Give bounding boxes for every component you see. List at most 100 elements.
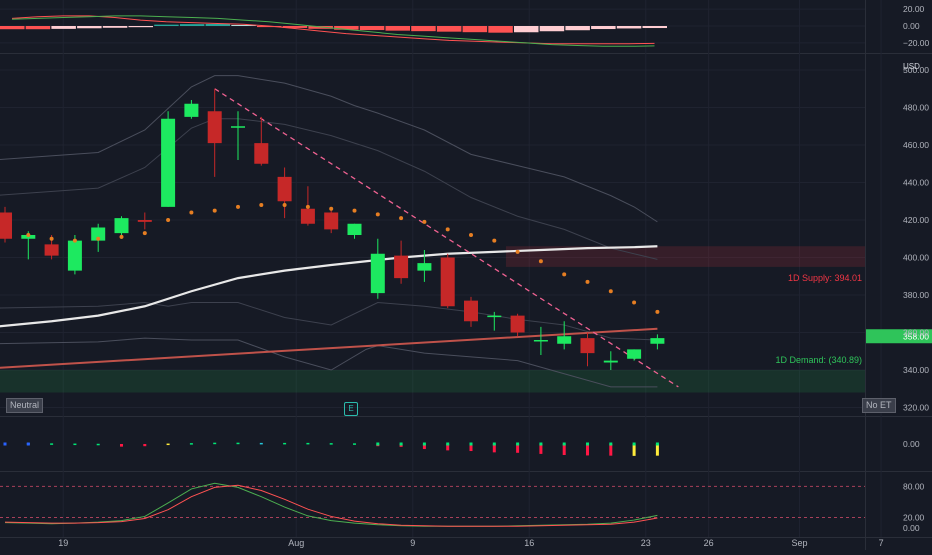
trailing-stop-dot: [96, 236, 101, 241]
trailing-stop-dot: [282, 203, 287, 207]
squeeze-tick-label: 0.00: [903, 439, 920, 449]
candle-body: [487, 315, 502, 318]
band-mid-upper-line: [0, 118, 658, 260]
band-lower-line: [0, 337, 658, 388]
squeeze-bar: [586, 444, 589, 456]
candle-body: [627, 349, 642, 359]
momentum-bar: [514, 26, 539, 33]
supply-zone-label: 1D Supply: 394.01: [788, 273, 862, 283]
stochastic-tick-label: 0.00: [903, 523, 920, 533]
candle-body: [300, 208, 315, 224]
squeeze-dot: [3, 442, 7, 446]
currency-label: USD: [903, 62, 920, 71]
squeeze-bar: [283, 442, 287, 445]
band-upper-line: [0, 75, 658, 223]
momentum-signal-line: [11, 15, 655, 45]
squeeze-bar: [562, 444, 566, 455]
trailing-stop-dot: [399, 216, 404, 221]
candle-body: [44, 244, 59, 256]
squeeze-bar: [516, 444, 520, 453]
candle-body: [603, 360, 618, 363]
momentum-bar: [282, 26, 308, 28]
candle-body: [324, 212, 339, 230]
squeeze-dot: [562, 442, 566, 446]
stochastic-tick-label: 80.00: [903, 481, 925, 491]
momentum-macd-line: [11, 15, 655, 47]
squeeze-bar: [236, 442, 240, 445]
trailing-stop-dot: [212, 208, 217, 213]
squeeze-dot: [609, 442, 613, 446]
squeeze-bar: [655, 444, 659, 456]
momentum-bar: [128, 26, 153, 28]
squeeze-bar: [73, 443, 77, 446]
momentum-bar: [25, 26, 51, 30]
trailing-stop-dot: [259, 203, 264, 207]
momentum-bar: [591, 26, 616, 30]
no-et-badge[interactable]: No ET: [862, 398, 896, 413]
momentum-bar: [231, 24, 256, 26]
squeeze-bar: [422, 444, 426, 450]
time-tick-label: 9: [410, 538, 415, 548]
squeeze-bar: [632, 444, 636, 456]
time-tick-label: 7: [879, 538, 884, 548]
trailing-stop-dot: [49, 236, 54, 241]
candle-body: [254, 143, 269, 164]
momentum-bar: [565, 26, 590, 31]
trailing-stop-dot: [26, 233, 31, 237]
trailing-stop-dot: [469, 233, 473, 237]
squeeze-bar: [329, 443, 333, 445]
trailing-stop-dot: [515, 249, 520, 254]
momentum-bar: [539, 26, 565, 32]
last-price-tag: [866, 329, 932, 344]
candle-body: [580, 338, 595, 354]
trailing-stop-dot: [632, 300, 637, 305]
squeeze-bar: [539, 444, 543, 454]
candle-body: [114, 218, 129, 234]
time-tick-label: 23: [641, 538, 651, 548]
trailing-stop-dot: [538, 259, 543, 264]
momentum-tick-label: −20.00: [903, 38, 930, 48]
price-pane: 1D Supply: 394.01 1D Demand: (340.89) 358.…: [0, 69, 932, 408]
candle-body: [464, 300, 478, 322]
stochastic-line: [4, 484, 658, 527]
neutral-badge[interactable]: Neutral: [6, 398, 44, 413]
time-tick-label: Aug: [288, 538, 304, 548]
trailing-stop-dot: [585, 279, 590, 284]
candle-body: [440, 257, 455, 307]
trendline-resistance: [214, 88, 679, 388]
trailing-stop-dot: [562, 272, 567, 277]
trailing-stop-dot: [166, 218, 171, 222]
momentum-tick-label: 0.00: [903, 21, 920, 31]
trailing-stop-dot: [492, 238, 497, 243]
candle-body: [533, 340, 548, 342]
squeeze-bar: [143, 444, 147, 447]
price-tick-label: 500.00: [903, 65, 929, 75]
candle-body: [277, 176, 292, 202]
squeeze-dot: [376, 442, 380, 446]
trailing-stop-dot: [189, 210, 194, 215]
trailing-stop-dot: [329, 206, 334, 211]
squeeze-bar: [259, 442, 263, 445]
squeeze-dot: [469, 442, 473, 446]
trailing-stop-dot: [375, 212, 380, 217]
squeeze-bar: [353, 443, 356, 445]
squeeze-bar: [213, 442, 217, 445]
momentum-bar: [51, 26, 76, 29]
trendline-support: [0, 327, 658, 369]
momentum-bar: [411, 26, 436, 32]
trailing-stop-dot: [655, 309, 660, 314]
squeeze-bar: [166, 443, 170, 446]
squeeze-dot: [516, 442, 520, 446]
candle-body: [137, 220, 152, 222]
momentum-bar: [308, 26, 333, 29]
momentum-bar: [488, 26, 513, 33]
band-mid-lower-line: [0, 301, 658, 341]
momentum-bar: [616, 26, 642, 29]
momentum-bar: [102, 26, 128, 28]
momentum-bar: [385, 26, 410, 31]
earnings-event-icon[interactable]: E: [344, 402, 358, 416]
trailing-stop-dot: [142, 231, 147, 236]
